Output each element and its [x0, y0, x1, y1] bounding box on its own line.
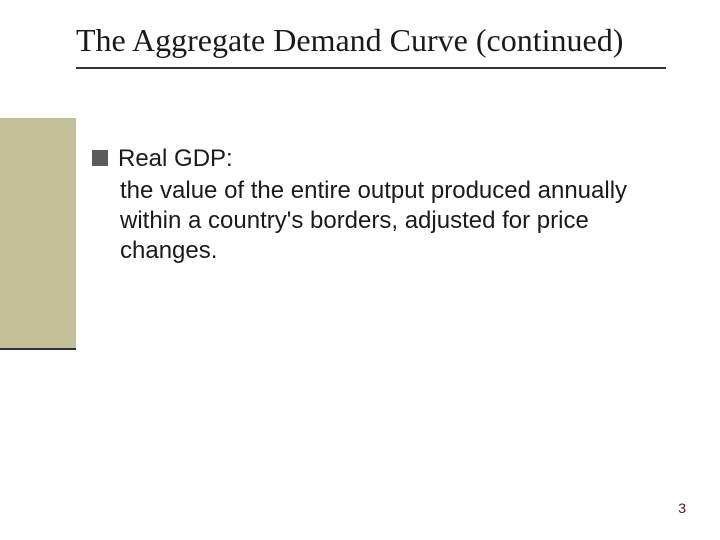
square-bullet-icon: [92, 150, 108, 166]
body-block: Real GDP: the value of the entire output…: [92, 144, 652, 266]
sidebar-bottom-rule: [0, 348, 76, 350]
left-sidebar: [0, 118, 76, 350]
slide-title: The Aggregate Demand Curve (continued): [76, 22, 666, 59]
title-underline: [76, 67, 666, 69]
title-block: The Aggregate Demand Curve (continued): [76, 22, 666, 69]
bullet-item: Real GDP:: [92, 144, 652, 174]
slide-number: 3: [678, 500, 686, 516]
bullet-label: Real GDP:: [118, 144, 233, 174]
bullet-body: the value of the entire output produced …: [120, 176, 652, 266]
